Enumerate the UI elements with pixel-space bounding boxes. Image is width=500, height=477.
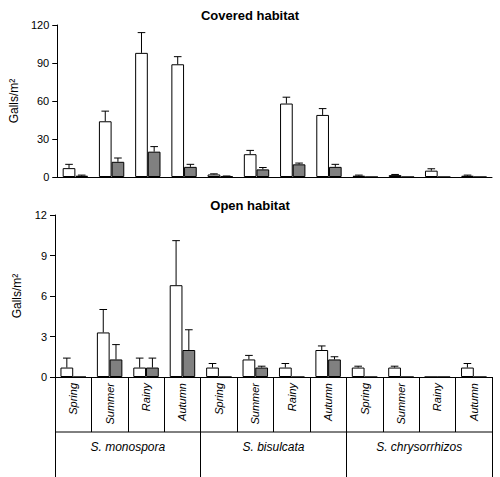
svg-text:Galls/m²: Galls/m² [7, 79, 21, 124]
svg-text:S. chrysorrhizos: S. chrysorrhizos [376, 440, 462, 454]
svg-text:S. bisulcata: S. bisulcata [242, 440, 304, 454]
svg-text:120: 120 [31, 19, 49, 31]
svg-text:Summer: Summer [104, 382, 116, 425]
svg-text:Autumn: Autumn [322, 383, 334, 422]
svg-text:Spring: Spring [67, 382, 79, 415]
svg-text:6: 6 [41, 290, 47, 302]
svg-text:Spring: Spring [359, 382, 371, 415]
svg-text:0: 0 [43, 171, 49, 183]
svg-text:Galls/m²: Galls/m² [10, 274, 24, 319]
svg-text:90: 90 [37, 57, 49, 69]
svg-text:Rainy: Rainy [431, 382, 443, 412]
svg-text:Rainy: Rainy [286, 382, 298, 412]
svg-text:9: 9 [41, 250, 47, 262]
svg-text:12: 12 [35, 209, 47, 221]
svg-text:Spring: Spring [213, 382, 225, 415]
svg-text:60: 60 [37, 95, 49, 107]
svg-text:3: 3 [41, 331, 47, 343]
svg-text:Summer: Summer [249, 382, 261, 425]
svg-text:0: 0 [41, 371, 47, 383]
svg-text:Covered habitat: Covered habitat [201, 8, 300, 23]
svg-text:Open habitat: Open habitat [210, 198, 290, 213]
svg-text:Rainy: Rainy [140, 382, 152, 412]
svg-text:30: 30 [37, 133, 49, 145]
svg-text:Autumn: Autumn [176, 383, 188, 422]
svg-text:S. monospora: S. monospora [90, 440, 165, 454]
svg-text:Summer: Summer [395, 382, 407, 425]
svg-text:Autumn: Autumn [468, 383, 480, 422]
